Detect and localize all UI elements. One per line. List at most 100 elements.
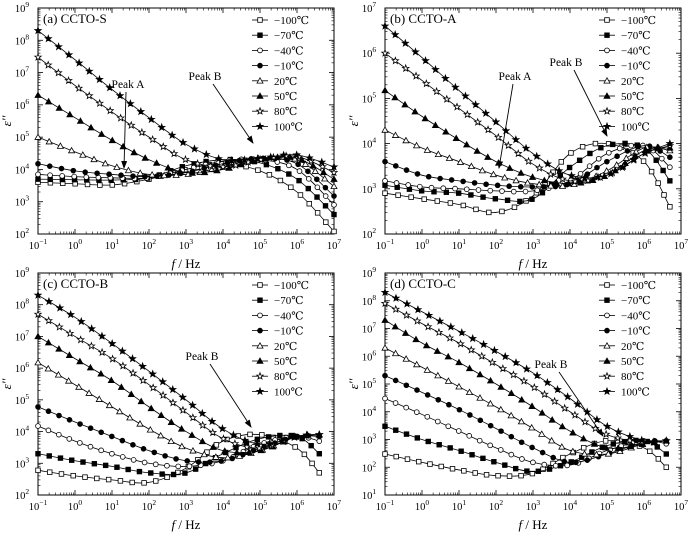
annotation: Peak B (189, 71, 254, 144)
data-point (523, 179, 532, 186)
panel-2: 10−1 100 101 102 103 104 105 106 107 102 103 104 105… (346, 0, 688, 271)
data-point (655, 180, 661, 186)
data-point (119, 454, 126, 460)
data-point (105, 83, 115, 92)
data-point (253, 153, 263, 163)
data-point (279, 150, 288, 159)
data-point (570, 180, 578, 188)
data-point (266, 152, 276, 161)
data-point (528, 402, 536, 409)
data-point (507, 389, 516, 397)
data-point (208, 428, 218, 437)
data-point (479, 339, 488, 349)
x-tick-label: 107 (674, 237, 689, 252)
data-point (461, 91, 470, 100)
data-point (447, 445, 453, 451)
data-point (393, 427, 399, 433)
data-point (581, 445, 587, 451)
data-point (105, 401, 114, 409)
annotation-label: Peak A (499, 71, 533, 83)
legend-marker (603, 76, 611, 84)
data-point (221, 447, 229, 454)
data-point (314, 176, 320, 183)
data-point (34, 358, 42, 366)
data-point (468, 333, 478, 343)
x-tick-label: 105 (253, 237, 268, 252)
data-point (649, 437, 659, 446)
data-point (391, 131, 400, 138)
data-point (141, 480, 147, 486)
data-point (119, 437, 126, 444)
series-7 (33, 52, 339, 177)
data-point (391, 322, 399, 330)
data-point (522, 188, 529, 195)
data-point (442, 128, 450, 135)
data-point (489, 170, 498, 178)
data-point (209, 443, 217, 450)
data-point (317, 157, 327, 166)
series-7 (380, 298, 671, 446)
data-point (500, 351, 510, 361)
data-point (513, 149, 523, 158)
data-point (480, 194, 486, 200)
data-point (448, 177, 455, 183)
data-point (486, 399, 495, 407)
data-point (507, 411, 515, 419)
series-8 (380, 21, 675, 182)
data-point (414, 387, 420, 393)
data-point (458, 448, 464, 454)
data-point (472, 470, 478, 476)
data-point (231, 160, 241, 170)
data-point (541, 461, 548, 468)
panel-title: (c) CCTO-B (43, 276, 108, 291)
x-axis-label: f / Hz (519, 256, 548, 271)
data-point (404, 456, 411, 462)
data-point (305, 176, 312, 182)
data-point (618, 162, 627, 172)
data-point (467, 412, 473, 418)
data-point (316, 451, 322, 457)
data-point (55, 345, 63, 352)
x-tick-label: 104 (216, 498, 231, 513)
data-point (157, 411, 165, 419)
y-tick-label: 108 (362, 293, 377, 308)
y-tick-label: 103 (362, 432, 377, 447)
data-point (101, 159, 110, 167)
data-point (561, 458, 568, 465)
data-point (391, 93, 399, 101)
data-point (558, 422, 567, 430)
data-point (425, 173, 432, 180)
legend: −100℃ −70℃ −40℃ −10℃ 20℃ 50℃ 80℃ 100℃ (252, 15, 309, 133)
data-point (136, 107, 146, 116)
data-point (126, 99, 135, 108)
x-tick-label: 101 (452, 498, 467, 513)
data-point (456, 339, 465, 348)
data-point (425, 438, 431, 445)
data-point (455, 190, 462, 196)
data-point (94, 170, 100, 177)
data-point (602, 443, 610, 451)
y-axis-label: ε'' (346, 115, 361, 126)
data-point (441, 73, 450, 83)
panel-title: (d) CCTO-C (390, 276, 456, 291)
data-point (436, 442, 442, 448)
data-point (117, 383, 126, 390)
data-point (136, 169, 144, 176)
x-tick-label: 100 (415, 237, 430, 252)
data-point (148, 369, 158, 378)
data-point (438, 463, 444, 470)
data-point (579, 144, 586, 150)
data-point (613, 161, 621, 168)
data-point (550, 454, 556, 461)
data-point (323, 219, 329, 225)
data-point (391, 293, 401, 302)
data-point (401, 100, 409, 108)
data-point (616, 145, 623, 152)
data-point (116, 113, 126, 122)
data-point (309, 161, 317, 169)
y-tick-label: 109 (362, 265, 377, 280)
data-point (56, 412, 62, 419)
x-tick-label: 102 (489, 498, 504, 513)
data-point (146, 114, 156, 124)
data-point (305, 168, 311, 175)
